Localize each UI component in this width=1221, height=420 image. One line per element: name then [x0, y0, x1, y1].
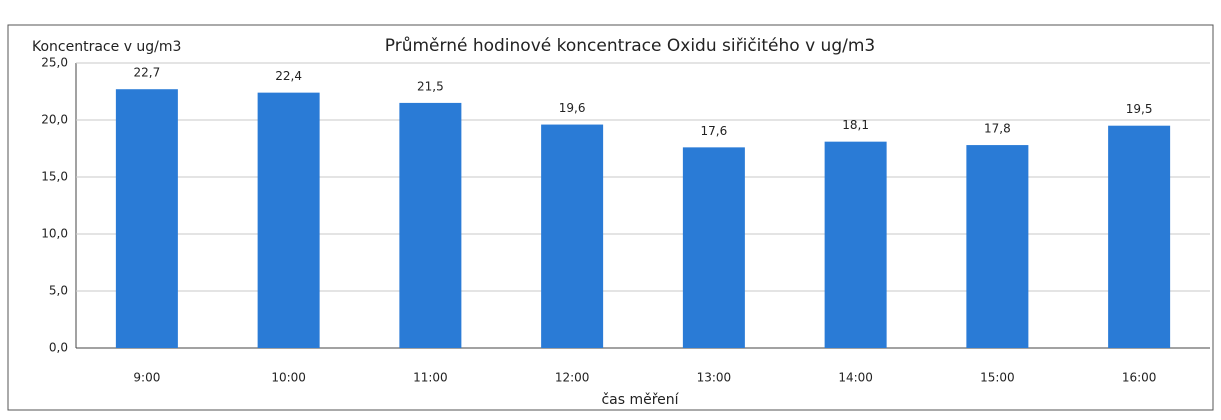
y-tick-label: 0,0: [49, 341, 68, 355]
chart-title: Průměrné hodinové koncentrace Oxidu siři…: [385, 36, 875, 56]
bar: [257, 92, 320, 348]
bar: [541, 124, 604, 348]
y-tick-label: 25,0: [41, 56, 68, 70]
bar: [399, 102, 462, 349]
x-tick-label: 9:00: [133, 371, 160, 385]
y-tick-label: 5,0: [49, 284, 68, 298]
data-label: 21,5: [417, 79, 444, 93]
x-axis-title: čas měření: [601, 392, 679, 408]
x-tick-label: 15:00: [980, 371, 1015, 385]
data-label: 19,5: [1126, 102, 1153, 116]
data-label: 22,7: [134, 66, 161, 80]
bar: [115, 89, 178, 348]
bar: [682, 147, 745, 348]
x-tick-label: 13:00: [697, 371, 732, 385]
data-label: 17,6: [701, 124, 728, 138]
x-tick-label: 14:00: [838, 371, 873, 385]
y-tick-label: 15,0: [41, 170, 68, 184]
y-tick-label: 10,0: [41, 227, 68, 241]
y-axis-title: Koncentrace v ug/m3: [32, 39, 181, 55]
bar: [1108, 125, 1171, 348]
data-label: 22,4: [275, 69, 302, 83]
x-tick-label: 16:00: [1122, 371, 1157, 385]
x-tick-label: 10:00: [271, 371, 306, 385]
bar: [824, 141, 887, 348]
bar: [966, 145, 1029, 348]
data-label: 17,8: [984, 122, 1011, 136]
x-tick-label: 12:00: [555, 371, 590, 385]
chart-border: [7, 24, 1214, 411]
data-label: 19,6: [559, 101, 586, 115]
data-label: 18,1: [842, 118, 869, 132]
y-tick-label: 20,0: [41, 113, 68, 127]
x-tick-label: 11:00: [413, 371, 448, 385]
